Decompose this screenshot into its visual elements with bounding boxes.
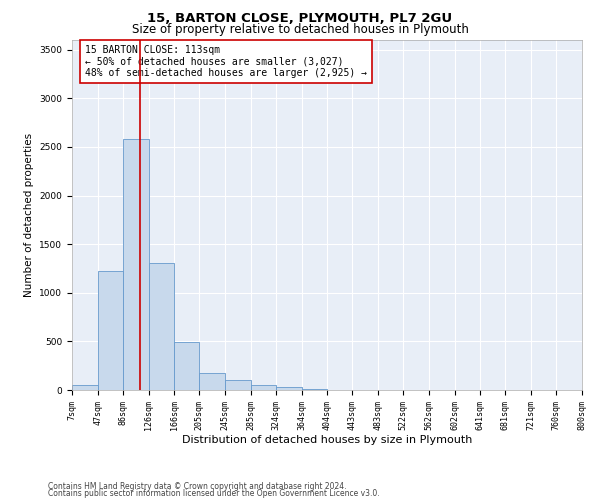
Bar xyxy=(98,272,123,390)
Text: Size of property relative to detached houses in Plymouth: Size of property relative to detached ho… xyxy=(131,22,469,36)
Bar xyxy=(123,139,149,390)
Bar xyxy=(72,385,98,390)
Text: Contains public sector information licensed under the Open Government Licence v3: Contains public sector information licen… xyxy=(48,489,380,498)
Bar xyxy=(174,342,199,390)
Bar xyxy=(149,262,174,390)
Text: 15, BARTON CLOSE, PLYMOUTH, PL7 2GU: 15, BARTON CLOSE, PLYMOUTH, PL7 2GU xyxy=(148,12,452,26)
Text: Contains HM Land Registry data © Crown copyright and database right 2024.: Contains HM Land Registry data © Crown c… xyxy=(48,482,347,491)
Bar xyxy=(302,389,328,390)
Bar xyxy=(251,385,276,390)
Text: 15 BARTON CLOSE: 113sqm
← 50% of detached houses are smaller (3,027)
48% of semi: 15 BARTON CLOSE: 113sqm ← 50% of detache… xyxy=(85,46,367,78)
Y-axis label: Number of detached properties: Number of detached properties xyxy=(24,133,34,297)
X-axis label: Distribution of detached houses by size in Plymouth: Distribution of detached houses by size … xyxy=(182,436,472,446)
Bar xyxy=(225,380,251,390)
Bar xyxy=(199,373,225,390)
Bar xyxy=(276,387,302,390)
